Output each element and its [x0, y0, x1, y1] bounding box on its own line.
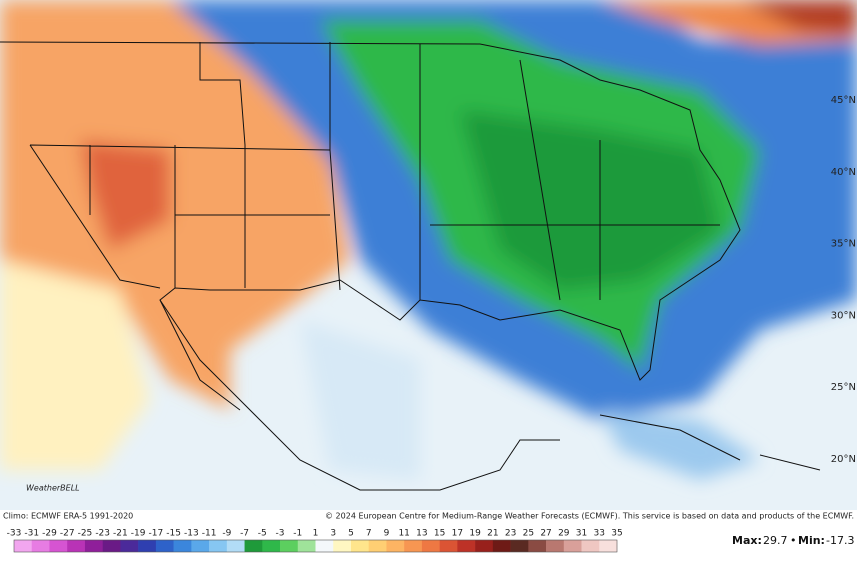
colorbar-swatch	[510, 540, 529, 552]
colorbar-swatch	[280, 540, 299, 552]
colorbar-label: -27	[60, 529, 75, 539]
colorbar-swatch	[350, 540, 370, 552]
colorbar-label: -33	[7, 529, 22, 539]
colorbar-swatch	[226, 540, 245, 552]
colorbar-label: -31	[24, 529, 39, 539]
colorbar-swatch	[102, 540, 121, 552]
colorbar-swatch	[209, 540, 228, 552]
separator: •	[790, 534, 797, 547]
colorbar-swatch	[386, 540, 405, 552]
colorbar-swatch	[84, 540, 103, 552]
climo-note: Climo: ECMWF ERA-5 1991-2020	[3, 512, 133, 521]
colorbar-label: 5	[348, 529, 354, 539]
colorbar-swatch	[475, 540, 494, 552]
colorbar-swatch	[599, 540, 618, 552]
logo: WeatherBELL	[26, 484, 80, 493]
colorbar-swatch	[14, 540, 33, 552]
colorbar-swatch	[262, 540, 281, 552]
max-value: 29.7	[763, 534, 788, 547]
map-borders	[0, 41, 821, 491]
colorbar-swatch	[173, 540, 192, 552]
colorbar-label: 15	[434, 529, 445, 539]
colorbar-label: -23	[95, 529, 110, 539]
colorbar-label: 23	[505, 529, 516, 539]
colorbar-label: -15	[166, 529, 181, 539]
colorbar-swatch	[191, 540, 210, 552]
colorbar-label: -1	[293, 529, 302, 539]
colorbar-swatch	[315, 540, 334, 552]
colorbar-label: 17	[452, 529, 463, 539]
colorbar-label: 35	[611, 529, 622, 539]
colorbar-label: 13	[416, 529, 427, 539]
colorbar-swatch	[244, 540, 263, 552]
colorbar-label: 7	[366, 529, 372, 539]
footer-bg	[0, 510, 857, 564]
colorbar-swatch	[368, 540, 387, 552]
latitude-label: 45°N	[831, 95, 856, 106]
colorbar-swatch	[439, 540, 458, 552]
colorbar-swatch	[546, 540, 565, 552]
colorbar-swatch	[528, 540, 547, 552]
colorbar-label: -13	[184, 529, 199, 539]
colorbar-label: 29	[558, 529, 570, 539]
colorbar-label: 33	[594, 529, 605, 539]
latitude-label: 35°N	[831, 239, 856, 250]
colorbar-label: -9	[222, 529, 231, 539]
colorbar-swatch	[333, 540, 352, 552]
colorbar-label: -29	[42, 529, 57, 539]
colorbar-swatch	[581, 540, 600, 552]
map-field	[0, 0, 857, 510]
latitude-label: 20°N	[831, 454, 856, 465]
colorbar-swatch	[138, 540, 157, 552]
colorbar-label: 31	[576, 529, 587, 539]
colorbar-swatch	[297, 540, 316, 552]
colorbar-label: -7	[240, 529, 249, 539]
colorbar-label: 9	[384, 529, 390, 539]
colorbar-label: 21	[487, 529, 498, 539]
latitude-label: 25°N	[831, 382, 856, 393]
colorbar-label: 3	[330, 529, 336, 539]
colorbar-swatch	[155, 540, 174, 552]
colorbar-swatch	[563, 540, 582, 552]
colorbar-swatch	[49, 540, 68, 552]
colorbar-label: 27	[540, 529, 551, 539]
colorbar-label: -19	[131, 529, 146, 539]
colorbar-label: -25	[78, 529, 93, 539]
colorbar-swatch	[404, 540, 423, 552]
colorbar-label: 19	[469, 529, 481, 539]
colorbar-swatch	[67, 540, 86, 552]
colorbar-label: 1	[313, 529, 319, 539]
colorbar-label: -3	[276, 529, 285, 539]
copyright: © 2024 European Centre for Medium-Range …	[325, 512, 854, 521]
colorbar-swatch	[120, 540, 139, 552]
colorbar-frame	[13, 539, 618, 553]
max-label: Max:	[732, 534, 762, 547]
colorbar-swatch	[457, 540, 476, 552]
latitude-label: 40°N	[831, 167, 856, 178]
colorbar-label: -5	[258, 529, 267, 539]
colorbar-label: 11	[398, 529, 409, 539]
min-value: -17.3	[826, 534, 854, 547]
colorbar-swatch	[421, 540, 440, 552]
colorbar-label: -21	[113, 529, 128, 539]
colorbar-label: 25	[523, 529, 534, 539]
colorbar-swatch	[492, 540, 511, 552]
colorbar-label: -17	[149, 529, 164, 539]
colorbar-label: -11	[202, 529, 217, 539]
min-label: Min:	[798, 534, 825, 547]
colorbar-swatch	[31, 540, 50, 552]
latitude-label: 30°N	[831, 310, 856, 321]
